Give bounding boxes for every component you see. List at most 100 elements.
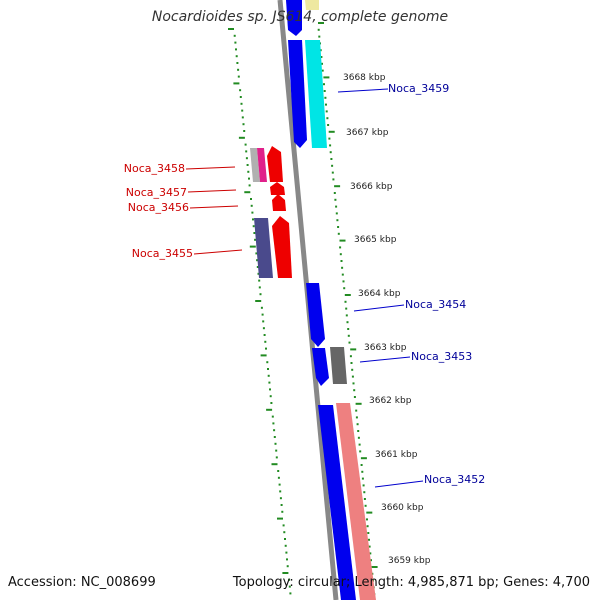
gene-blue-lower <box>318 405 356 600</box>
minor-tick <box>366 518 368 521</box>
gene-noca-3457 <box>270 182 285 195</box>
gene-magenta <box>257 148 267 182</box>
minor-tick <box>275 449 278 452</box>
gene-label-noca-3453[interactable]: Noca_3453 <box>411 350 472 363</box>
callout-line <box>189 205 239 209</box>
scale-label: 3659 kbp <box>388 556 431 566</box>
minor-tick <box>358 443 361 446</box>
minor-tick <box>255 252 258 255</box>
minor-tick <box>337 226 340 228</box>
minor-tick <box>233 34 236 37</box>
minor-tick <box>335 212 338 215</box>
gene-yellow-top <box>305 0 319 10</box>
minor-tick <box>286 558 288 561</box>
major-tick <box>350 348 357 351</box>
minor-tick <box>240 102 243 105</box>
minor-tick <box>237 75 240 78</box>
minor-tick <box>368 538 370 541</box>
minor-tick <box>280 504 283 506</box>
major-tick <box>334 185 341 188</box>
minor-tick <box>369 552 372 555</box>
gene-label-noca-3454[interactable]: Noca_3454 <box>405 298 466 311</box>
minor-tick <box>283 531 286 534</box>
minor-tick <box>346 321 349 324</box>
minor-tick <box>245 157 248 160</box>
minor-tick <box>265 347 267 350</box>
minor-tick <box>269 395 272 398</box>
minor-tick <box>319 49 322 52</box>
minor-tick <box>268 381 271 384</box>
minor-tick <box>262 320 265 323</box>
gene-label-noca-3455[interactable]: Noca_3455 <box>132 247 193 260</box>
minor-tick <box>356 423 359 426</box>
minor-tick <box>273 429 276 432</box>
minor-tick <box>323 90 326 92</box>
minor-tick <box>343 287 346 290</box>
minor-tick <box>279 490 282 493</box>
minor-tick <box>259 293 262 296</box>
callout-line <box>337 88 389 93</box>
minor-tick <box>349 355 352 358</box>
minor-tick <box>366 525 369 528</box>
scale-label: 3664 kbp <box>358 289 401 299</box>
forward-gene-labels: Noca_3459 Noca_3454 Noca_3453 Noca_3452 <box>388 82 485 486</box>
gene-label-noca-3458[interactable]: Noca_3458 <box>124 162 185 175</box>
major-tick <box>233 82 240 85</box>
map-title: Nocardioides sp. JS614, complete genome <box>151 9 449 25</box>
minor-tick <box>274 442 277 445</box>
gene-label-noca-3457[interactable]: Noca_3457 <box>126 186 187 199</box>
minor-tick <box>258 279 261 282</box>
minor-tick <box>341 273 344 276</box>
minor-tick <box>345 307 348 310</box>
minor-tick <box>241 109 244 112</box>
gene-navy <box>254 218 273 278</box>
forward-strand-features <box>286 0 376 600</box>
gene-label-noca-3459[interactable]: Noca_3459 <box>388 82 449 95</box>
minor-tick <box>262 327 265 330</box>
minor-tick <box>335 205 338 208</box>
accession-text: Accession: NC_008699 <box>8 575 156 590</box>
minor-tick <box>333 192 336 194</box>
callout-line <box>187 189 237 193</box>
minor-tick <box>329 144 332 147</box>
minor-tick <box>351 368 354 371</box>
scale-label: 3662 kbp <box>369 396 412 406</box>
major-tick <box>271 463 278 466</box>
minor-tick <box>332 178 335 181</box>
scale-label: 3668 kbp <box>343 73 386 83</box>
minor-tick <box>324 96 327 99</box>
minor-tick <box>243 130 246 132</box>
major-tick <box>228 28 234 30</box>
gene-label-noca-3456[interactable]: Noca_3456 <box>128 201 189 214</box>
minor-tick <box>285 551 288 554</box>
minor-tick <box>341 266 344 269</box>
minor-tick <box>364 504 367 507</box>
minor-tick <box>331 164 334 167</box>
minor-tick <box>286 565 289 568</box>
callout-line <box>374 480 424 488</box>
minor-tick <box>241 116 244 119</box>
callout-line <box>193 249 243 255</box>
minor-tick <box>263 334 266 336</box>
minor-tick <box>368 545 371 548</box>
minor-tick <box>282 524 285 527</box>
minor-tick <box>252 225 255 228</box>
minor-tick <box>351 375 354 378</box>
gene-noca-3459 <box>305 40 327 148</box>
minor-tick <box>330 158 333 160</box>
minor-tick <box>357 436 360 439</box>
gene-label-noca-3452[interactable]: Noca_3452 <box>424 473 485 486</box>
minor-tick <box>321 62 323 65</box>
left-tick-guide <box>228 28 292 595</box>
minor-tick <box>269 388 271 391</box>
minor-tick <box>258 286 261 289</box>
minor-tick <box>357 430 360 432</box>
major-tick <box>371 566 378 568</box>
minor-tick <box>234 41 237 44</box>
gene-noca-3452 <box>336 403 376 600</box>
minor-tick <box>347 334 350 337</box>
minor-tick <box>342 280 345 283</box>
minor-tick <box>325 110 328 113</box>
minor-tick <box>250 198 252 200</box>
